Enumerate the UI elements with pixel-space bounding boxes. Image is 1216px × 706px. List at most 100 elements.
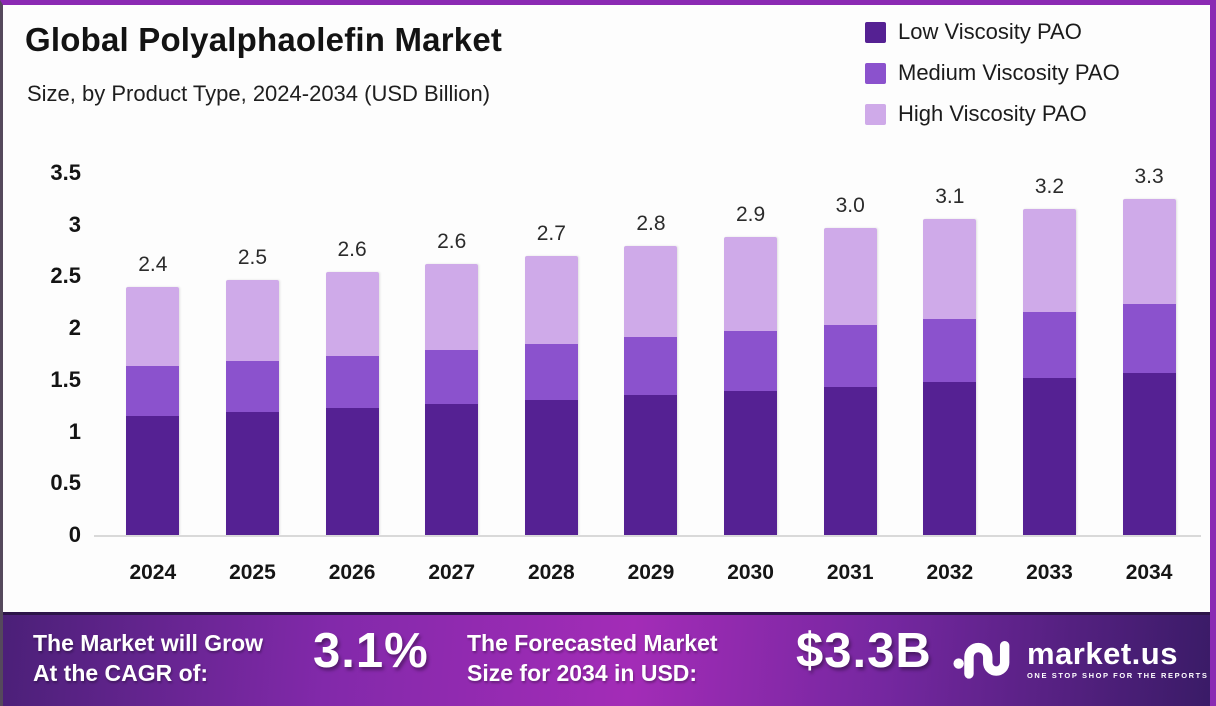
cagr-value: 3.1% (313, 624, 429, 678)
bar-segment (425, 349, 479, 404)
chart-legend: Low Viscosity PAO Medium Viscosity PAO H… (865, 17, 1120, 129)
bar-segment (1022, 311, 1076, 378)
bar-segment (325, 272, 379, 357)
brand-tagline: ONE STOP SHOP FOR THE REPORTS (1027, 671, 1209, 680)
cagr-label-line1: The Market will Grow (33, 630, 264, 656)
bar-segment (225, 279, 279, 362)
stacked-bar (624, 246, 678, 535)
stacked-bar (425, 264, 479, 535)
bar-column: 3.2 2033 (1022, 173, 1076, 584)
x-axis-category-label: 2028 (527, 561, 575, 584)
x-axis-category-label: 2033 (1026, 561, 1073, 584)
bar-total-label: 2.9 (735, 203, 766, 227)
bar-total-label: 2.5 (237, 245, 268, 269)
bar-total-label: 2.7 (536, 221, 566, 245)
bar-segment (624, 395, 678, 535)
x-axis-line (94, 535, 1201, 537)
bar-segment (325, 356, 379, 408)
bar-segment (624, 337, 678, 396)
bar-segment (225, 411, 279, 535)
bar-segment (126, 416, 180, 535)
x-axis-category-label: 2034 (1125, 561, 1173, 584)
bar-segment (923, 318, 977, 382)
stacked-bar (126, 286, 180, 535)
bar-total-label: 2.6 (337, 238, 367, 262)
bar-segment (724, 331, 778, 392)
page-title: Global Polyalphaolefin Market (25, 21, 503, 58)
legend-row: High Viscosity PAO (865, 99, 1120, 129)
bar-total-label: 3.0 (835, 193, 865, 217)
bar-total-label: 2.4 (138, 252, 168, 276)
stacked-bar (923, 218, 977, 535)
x-axis-category-label: 2029 (627, 561, 675, 584)
bar-segment (1122, 198, 1176, 305)
bar-segment (823, 387, 877, 535)
stacked-bar (524, 255, 578, 535)
bar-column: 2.5 2025 (225, 173, 279, 584)
x-axis-category-label: 2032 (926, 561, 974, 584)
bar-column: 2.4 2024 (126, 173, 180, 584)
forecast-label-line1: The Forecasted Market (467, 630, 718, 656)
brand-text: market.us ONE STOP SHOP FOR THE REPORTS (1027, 636, 1209, 680)
legend-swatch (865, 103, 886, 125)
bar-column: 2.9 2030 (724, 173, 778, 584)
legend-row: Medium Viscosity PAO (865, 58, 1120, 88)
brand-name: market.us (1027, 636, 1178, 671)
y-axis-tick-label: 3 (68, 211, 81, 237)
x-axis-category-label: 2027 (428, 561, 476, 584)
legend-label: High Viscosity PAO (898, 101, 1087, 126)
bar-segment (225, 361, 279, 412)
plot-area: 2.4 2024 2.5 2025 2.6 2026 2.6 2027 2.7 … (94, 165, 1201, 584)
bar-segment (425, 403, 479, 535)
stacked-bar (1022, 209, 1076, 535)
bar-segment (126, 366, 180, 417)
bar-column: 3.1 2032 (923, 173, 977, 584)
forecast-label-line2: Size for 2034 in USD: (467, 660, 698, 686)
bar-column: 2.8 2029 (624, 173, 678, 584)
bar-column: 2.6 2027 (425, 173, 479, 584)
legend-row: Low Viscosity PAO (865, 17, 1120, 47)
bar-total-label: 2.8 (636, 212, 666, 236)
bar-segment (624, 246, 678, 338)
legend-label: Medium Viscosity PAO (898, 60, 1120, 85)
y-axis: 3.5 3 2.5 2 1.5 1 0.5 0 (3, 160, 81, 547)
bar-segment (425, 264, 479, 350)
cagr-label: The Market will Grow At the CAGR of: (33, 628, 263, 688)
bar-segment (823, 227, 877, 326)
bar-segment (1122, 372, 1176, 535)
bar-total-label: 3.1 (935, 184, 965, 208)
bar-columns: 2.4 2024 2.5 2025 2.6 2026 2.6 2027 2.7 … (103, 165, 1199, 584)
stacked-bar (1122, 198, 1176, 535)
bar-segment (524, 399, 578, 535)
bar-segment (923, 218, 977, 319)
legend-swatch (865, 21, 886, 43)
bar-segment (1022, 377, 1076, 535)
stacked-bar (724, 237, 778, 535)
marketus-logo-icon (953, 631, 1015, 688)
bar-total-label: 3.3 (1134, 164, 1164, 188)
brand-logo: market.us ONE STOP SHOP FOR THE REPORTS (953, 631, 1208, 688)
y-axis-tick-label: 2 (68, 315, 81, 341)
x-axis-category-label: 2025 (229, 561, 276, 584)
bar-segment (1122, 304, 1176, 373)
page-subtitle: Size, by Product Type, 2024-2034 (USD Bi… (27, 81, 491, 106)
y-axis-tick-label: 0.5 (50, 470, 81, 496)
legend-swatch (865, 62, 886, 84)
y-axis-tick-label: 2.5 (50, 263, 81, 289)
y-axis-tick-label: 1.5 (50, 366, 81, 392)
y-axis-tick-label: 3.5 (50, 160, 81, 185)
y-axis-tick-label: 1 (68, 418, 81, 444)
bar-segment (923, 381, 977, 535)
bar-column: 2.6 2026 (325, 173, 379, 584)
footer-banner: The Market will Grow At the CAGR of: 3.1… (3, 612, 1210, 706)
forecast-label: The Forecasted Market Size for 2034 in U… (467, 628, 718, 688)
forecast-value: $3.3B (796, 624, 932, 678)
bar-segment (724, 391, 778, 535)
x-axis-category-label: 2024 (129, 561, 177, 584)
bar-segment (823, 325, 877, 388)
bar-segment (524, 255, 578, 344)
stacked-bar (225, 279, 279, 535)
cagr-label-line2: At the CAGR of: (33, 660, 209, 686)
x-axis-category-label: 2030 (727, 561, 774, 584)
